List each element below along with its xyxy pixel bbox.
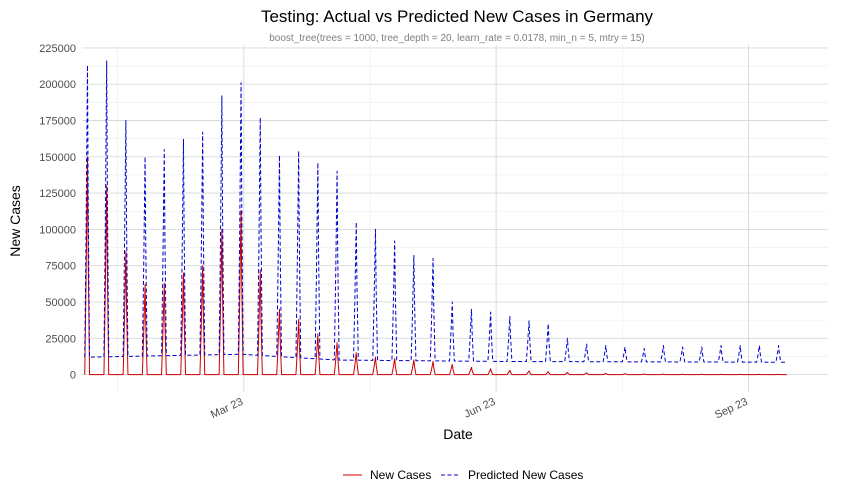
y-tick-label: 75000 [45,261,76,273]
y-tick-label: 150000 [39,152,76,164]
y-tick-label: 50000 [45,297,76,309]
y-tick-label: 0 [70,370,76,382]
x-tick-label: Sep 23 [713,396,750,422]
gridlines [82,45,828,392]
y-tick-label: 25000 [45,333,76,345]
chart-subtitle: boost_tree(trees = 1000, tree_depth = 20… [269,33,645,44]
y-axis-title: New Cases [7,185,23,257]
series-line-predicted-new-cases [84,60,787,363]
y-tick-label: 100000 [39,224,76,236]
legend-label-new-cases: New Cases [370,468,431,482]
series-lines [84,60,787,376]
chart-title: Testing: Actual vs Predicted New Cases i… [261,7,654,26]
legend-label-predicted-new-cases: Predicted New Cases [468,468,583,482]
x-axis-ticks: Mar 23 Jun 23 Sep 23 [209,396,750,422]
y-tick-label: 175000 [39,115,76,127]
y-tick-label: 200000 [39,79,76,91]
x-tick-label: Jun 23 [462,396,497,421]
x-tick-label: Mar 23 [209,396,245,421]
x-axis-title: Date [443,426,473,442]
series-line-new-cases [84,156,787,376]
y-tick-label: 125000 [39,188,76,200]
y-tick-label: 225000 [39,43,76,55]
legend: New Cases Predicted New Cases [343,468,583,482]
y-axis-ticks: 0 25000 50000 75000 100000 125000 150000 175000… [39,43,76,382]
